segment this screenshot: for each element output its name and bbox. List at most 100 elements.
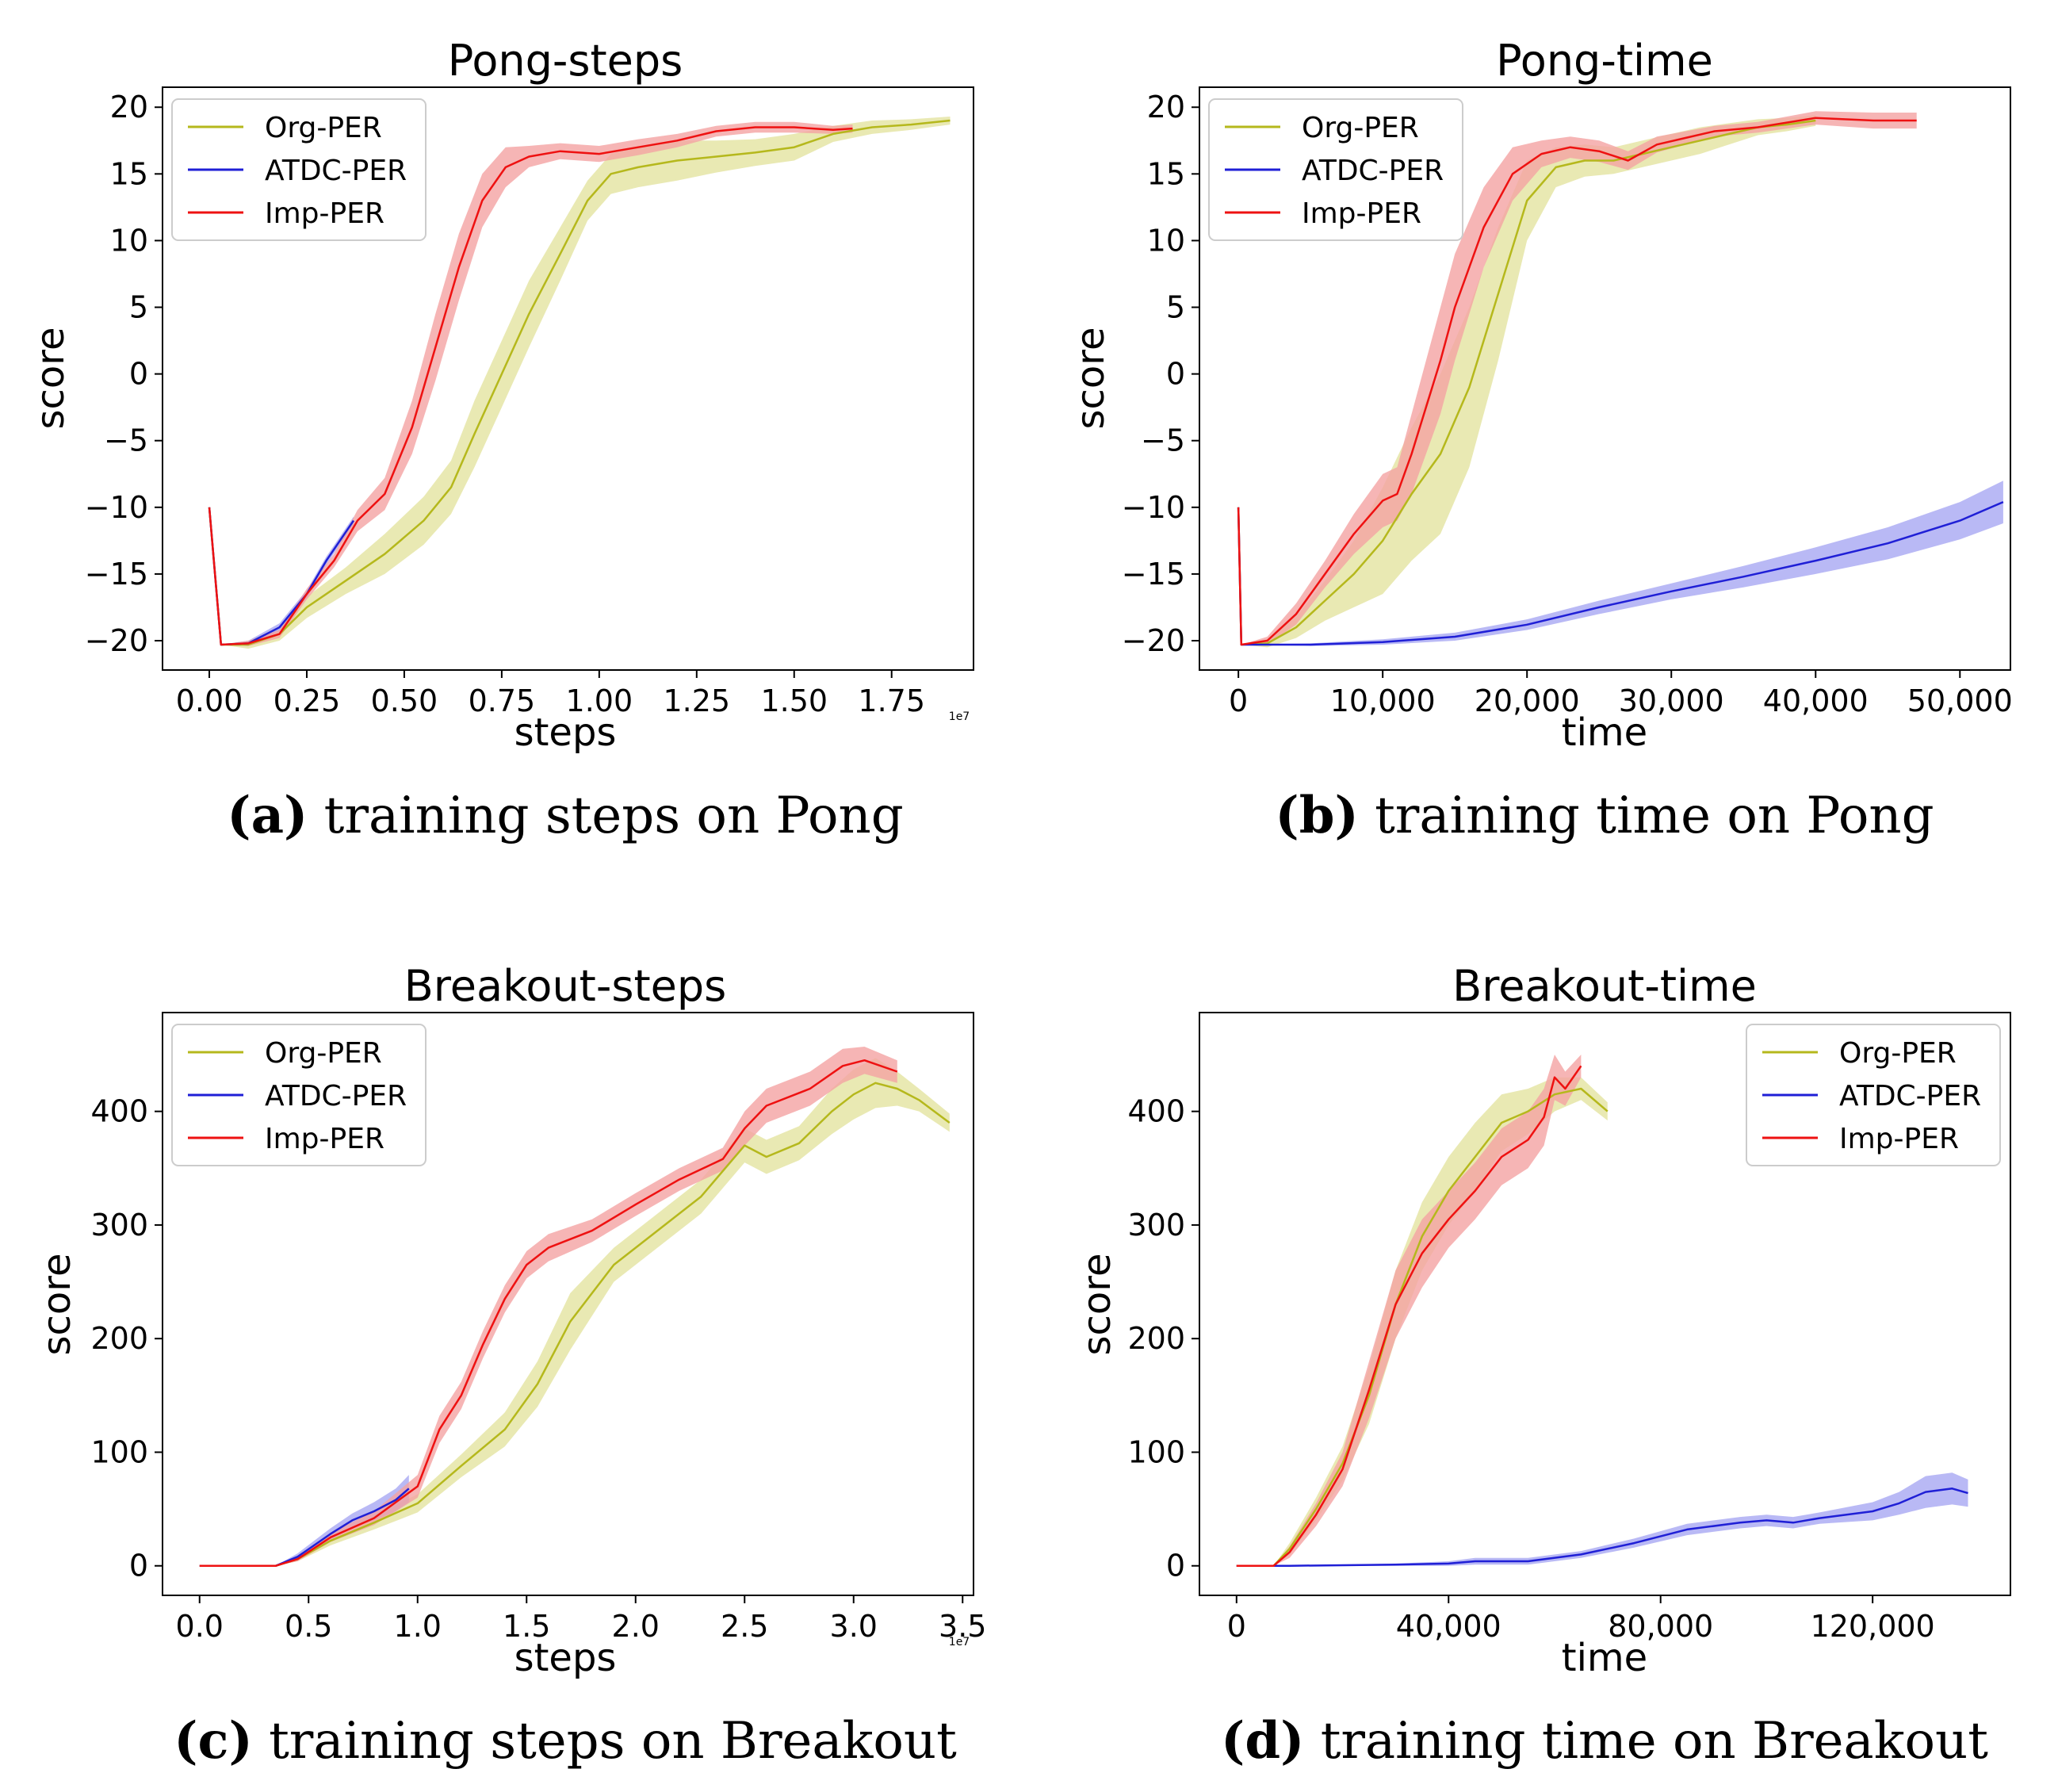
panel-b-ticks: 0 10,000 20,000 30,000 40,000 50,000 −20 −15 −10… — [1122, 90, 2013, 718]
y-tick-label: 0 — [1166, 1549, 1185, 1583]
series-line-imp — [1236, 1065, 1582, 1567]
caption-text: training time on Pong — [1359, 787, 1934, 845]
y-tick-label: −5 — [1141, 423, 1185, 458]
band-org — [199, 1058, 950, 1566]
legend-label-org: Org-PER — [1302, 112, 1419, 144]
x-tick-label: 30,000 — [1619, 683, 1724, 718]
x-tick-label: 20,000 — [1475, 683, 1580, 718]
x-tick-label: 40,000 — [1396, 1609, 1501, 1644]
panel-d-ylabel: score — [1075, 1254, 1119, 1356]
y-tick-label: 0 — [1166, 357, 1185, 392]
band-atdc — [1236, 1472, 1968, 1566]
x-tick-label: 0.00 — [176, 683, 243, 718]
series-line-imp — [208, 126, 853, 646]
panel-c-breakout-steps: Breakout-steps steps score 1e7 0.0 0.5 1.0… — [35, 961, 986, 1771]
x-tick-label: 0.25 — [274, 683, 341, 718]
y-tick-label: 100 — [90, 1434, 148, 1469]
y-tick-label: 20 — [1147, 90, 1185, 124]
x-tick-label: 0 — [1229, 683, 1248, 718]
legend-label-atdc: ATDC-PER — [265, 1080, 407, 1112]
panel-d-lines — [1236, 1065, 1968, 1567]
legend-label-imp: Imp-PER — [265, 1123, 384, 1155]
series-line-atdc — [1236, 1488, 1968, 1567]
panel-b-legend: Org-PER ATDC-PER Imp-PER — [1208, 98, 1463, 241]
y-tick-label: 0 — [129, 1549, 148, 1583]
panel-c-title: Breakout-steps — [404, 961, 727, 1011]
x-tick-label: 3.0 — [830, 1609, 878, 1644]
y-tick-label: −15 — [85, 557, 148, 592]
legend-frame — [1746, 1024, 2001, 1166]
series-line-org — [1237, 119, 1816, 646]
y-tick-label: −10 — [85, 490, 148, 525]
panel-a-x-offset: 1e7 — [949, 710, 970, 723]
x-tick-label: 80,000 — [1608, 1609, 1713, 1644]
panel-d-breakout-time: Breakout-time time score 0 40,000 80,000 12… — [1075, 961, 2011, 1771]
legend-label-imp: Imp-PER — [265, 197, 384, 230]
legend-label-atdc: ATDC-PER — [265, 155, 407, 187]
series-line-org — [1236, 1087, 1609, 1567]
x-tick-label: 1.5 — [503, 1609, 550, 1644]
panel-c-lines — [199, 1059, 951, 1567]
panel-d-xlabel: time — [1562, 1636, 1647, 1680]
band-imp — [1238, 111, 1917, 645]
series-line-org — [199, 1082, 951, 1567]
panel-a-legend: Org-PER ATDC-PER Imp-PER — [171, 98, 427, 241]
panel-b-pong-time: Pong-time time score 0 10,000 20,000 30,000… — [1069, 36, 2013, 845]
y-tick-label: −15 — [1122, 557, 1185, 592]
legend-label-org: Org-PER — [1839, 1037, 1957, 1070]
legend-frame — [171, 1024, 427, 1166]
caption-text: training time on Breakout — [1304, 1712, 1988, 1771]
x-tick-label: 40,000 — [1763, 683, 1869, 718]
band-imp — [1236, 1055, 1582, 1566]
x-tick-label: 1.50 — [760, 683, 828, 718]
y-tick-label: 400 — [1127, 1094, 1185, 1129]
y-tick-label: 400 — [90, 1094, 148, 1129]
series-line-atdc — [1237, 500, 2004, 646]
panel-a-title: Pong-steps — [448, 36, 683, 86]
panel-c-ylabel: score — [35, 1254, 79, 1356]
panel-c-legend: Org-PER ATDC-PER Imp-PER — [171, 1024, 427, 1166]
panel-c-caption: (c) training steps on Breakout — [174, 1711, 957, 1771]
panel-b-caption: (b) training time on Pong — [1275, 786, 1934, 845]
x-tick-label: 0.0 — [176, 1609, 224, 1644]
panel-a-pong-steps: Pong-steps steps score 1e7 0.00 0.25 0.50 0… — [29, 36, 974, 845]
y-tick-label: 15 — [110, 156, 148, 191]
y-tick-label: −10 — [1122, 490, 1185, 525]
band-imp — [209, 121, 853, 646]
y-tick-label: −5 — [104, 423, 148, 458]
x-tick-label: 120,000 — [1811, 1609, 1935, 1644]
caption-text: training steps on Pong — [308, 787, 903, 845]
y-tick-label: −20 — [85, 623, 148, 658]
caption-letter: (b) — [1275, 786, 1358, 845]
x-tick-label: 50,000 — [1907, 683, 2013, 718]
y-tick-label: 200 — [90, 1321, 148, 1356]
band-org — [209, 117, 951, 649]
legend-frame — [1208, 98, 1463, 241]
series-line-org — [208, 119, 951, 646]
x-tick-label: 0 — [1227, 1609, 1246, 1644]
legend-label-org: Org-PER — [265, 1037, 382, 1070]
y-tick-label: 10 — [1147, 223, 1185, 258]
y-tick-label: 300 — [1127, 1208, 1185, 1243]
panel-b-bands — [1238, 111, 2003, 648]
panel-a-ticks: 0.00 0.25 0.50 0.75 1.00 1.25 1.50 1.75 −20 −15 −1… — [85, 90, 925, 718]
panel-d-title: Breakout-time — [1452, 961, 1757, 1011]
band-atdc — [1238, 481, 2003, 646]
y-tick-label: 100 — [1127, 1434, 1185, 1469]
panel-c-ticks: 0.0 0.5 1.0 1.5 2.0 2.5 3.0 3.5 0 100 200 300 400 — [90, 1094, 986, 1644]
x-tick-label: 0.75 — [469, 683, 536, 718]
caption-letter: (c) — [174, 1711, 253, 1771]
caption-letter: (a) — [227, 786, 308, 845]
panel-a-bands — [209, 117, 951, 649]
x-tick-label: 1.0 — [394, 1609, 442, 1644]
x-tick-label: 0.5 — [285, 1609, 332, 1644]
caption-text: training steps on Breakout — [253, 1712, 957, 1771]
panel-b-xlabel: time — [1562, 710, 1647, 755]
y-tick-label: 200 — [1127, 1321, 1185, 1356]
y-tick-label: 5 — [1166, 290, 1185, 325]
panel-b-title: Pong-time — [1496, 36, 1713, 86]
x-tick-label: 2.5 — [721, 1609, 768, 1644]
panel-d-caption: (d) training time on Breakout — [1221, 1711, 1988, 1771]
caption-letter: (d) — [1221, 1711, 1304, 1771]
